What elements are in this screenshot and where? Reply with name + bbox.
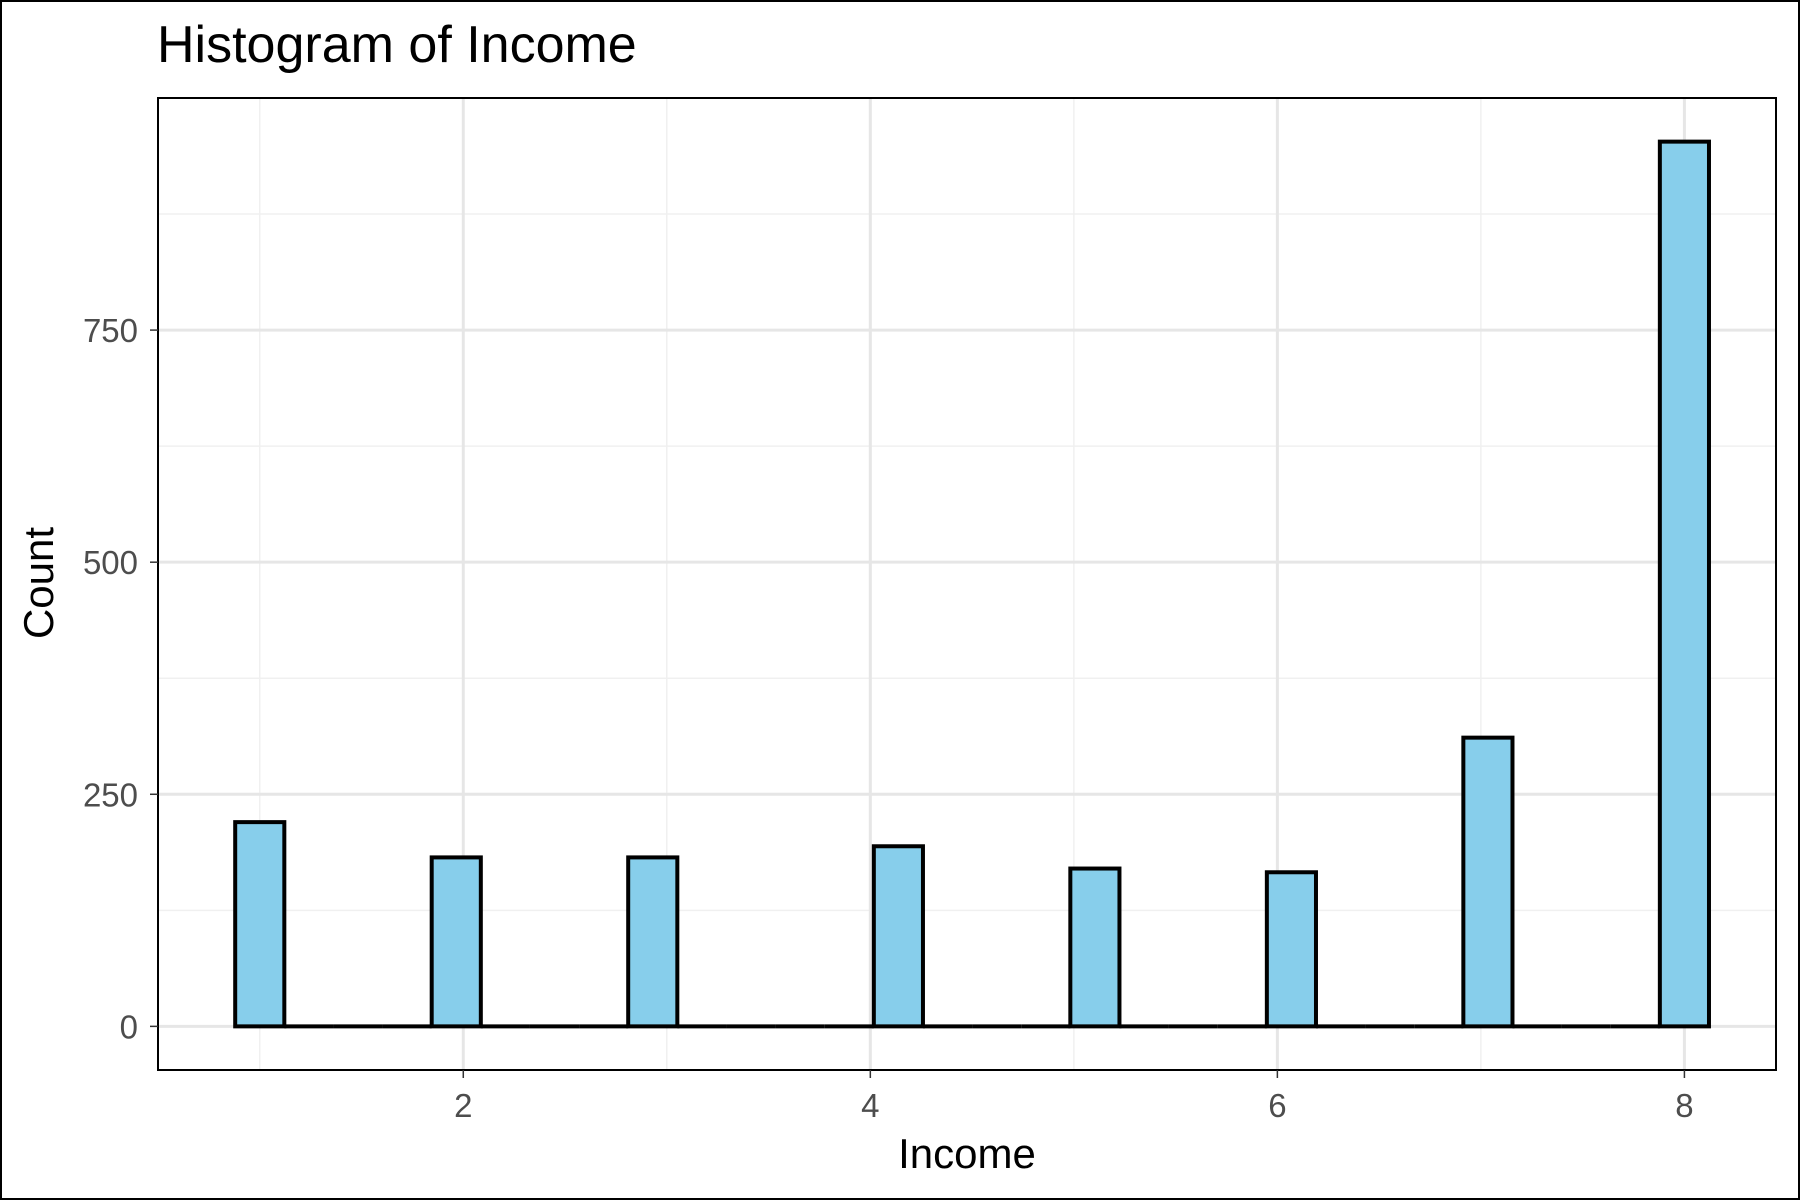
histogram-bar	[429, 855, 483, 1029]
histogram-bar	[871, 844, 925, 1029]
histogram-bar	[1657, 139, 1711, 1029]
histogram-bars	[233, 139, 1711, 1029]
x-tick-label: 8	[1675, 1087, 1693, 1124]
x-tick-label: 2	[454, 1087, 472, 1124]
histogram-bar	[233, 820, 287, 1029]
histogram-bar	[1461, 735, 1515, 1029]
x-axis-title: Income	[898, 1130, 1036, 1177]
histogram-bar	[626, 855, 680, 1029]
y-tick-label: 250	[83, 776, 138, 813]
chart-title: Histogram of Income	[157, 16, 637, 74]
grid-lines	[158, 98, 1776, 1070]
axis-ticks: 0 250 500 750 2 4 6 8	[83, 312, 1694, 1124]
x-tick-label: 4	[861, 1087, 879, 1124]
y-tick-label: 750	[83, 312, 138, 349]
plot-panel-border	[157, 97, 1777, 1071]
histogram-bar	[1068, 866, 1122, 1029]
y-tick-label: 500	[83, 544, 138, 581]
y-tick-label: 0	[120, 1008, 138, 1045]
y-axis-title: Count	[15, 527, 62, 639]
histogram-bar	[1264, 870, 1318, 1029]
x-tick-label: 6	[1268, 1087, 1286, 1124]
